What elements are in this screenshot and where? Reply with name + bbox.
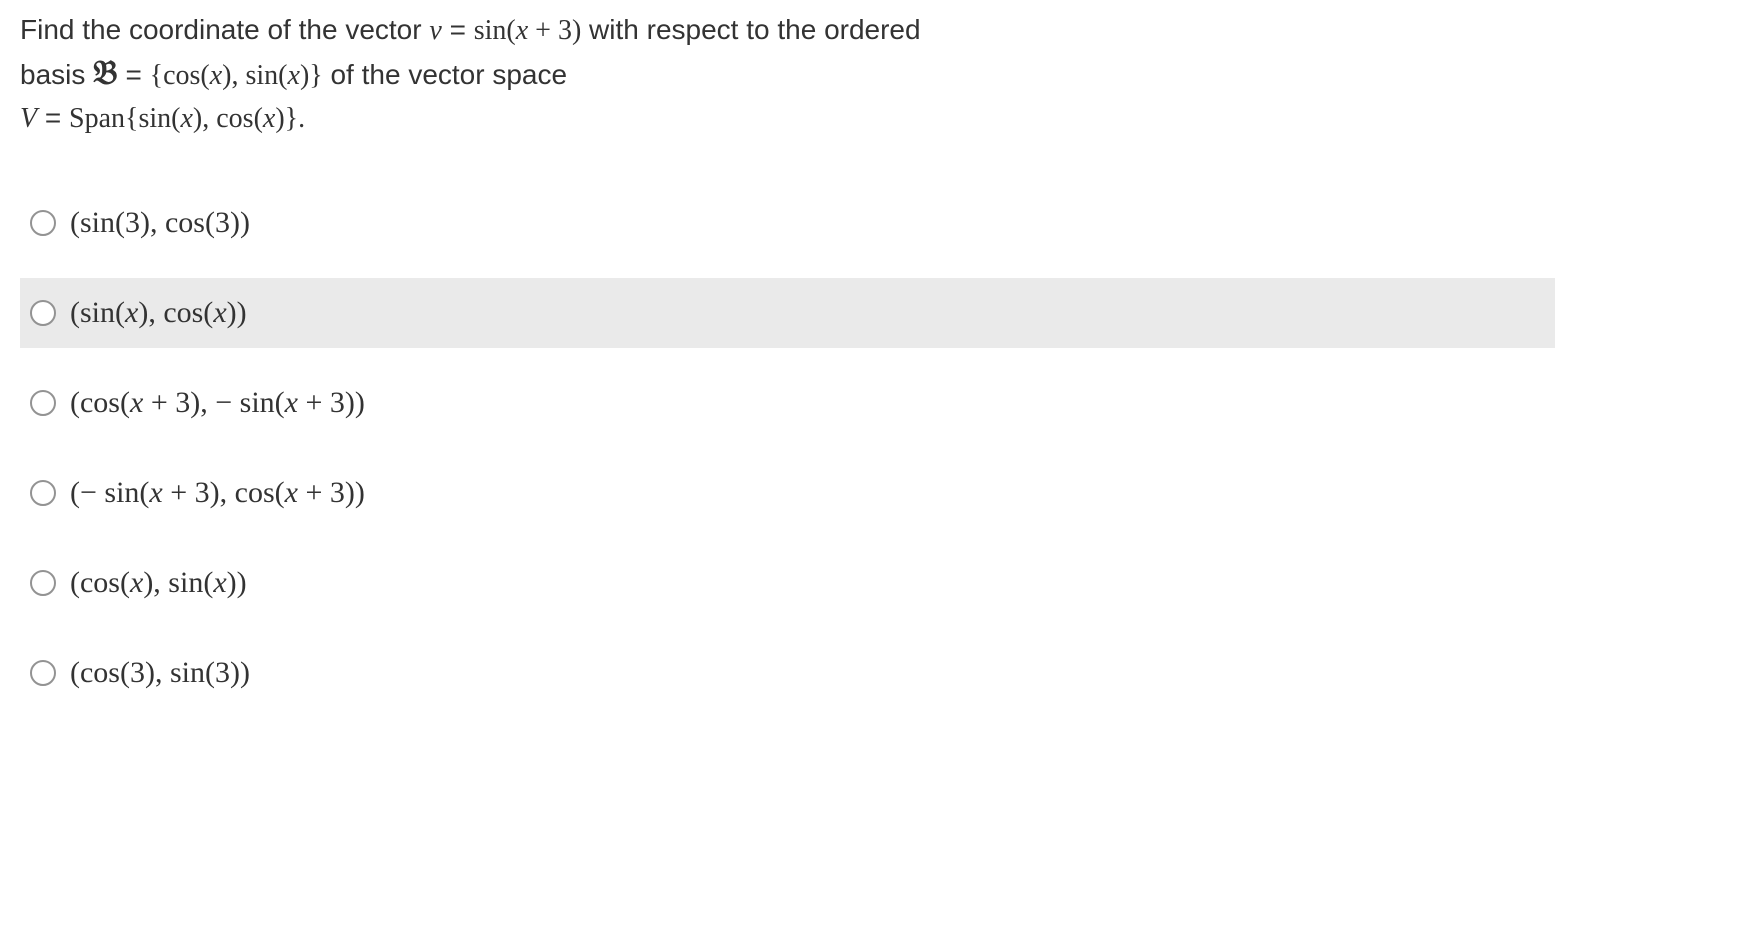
radio-icon[interactable]: [30, 660, 56, 686]
equals1: =: [442, 14, 474, 45]
options-list: (sin(3), cos(3)) (sin(x), cos(x)) (cos(x…: [20, 188, 1555, 728]
option-label: (cos(x), sin(x)): [70, 566, 247, 600]
question-text: Find the coordinate of the vector v = si…: [20, 10, 1726, 138]
option-label: (cos(x + 3), − sin(x + 3)): [70, 386, 365, 420]
option-label: (cos(3), sin(3)): [70, 656, 250, 690]
question-part1: Find the coordinate of the vector: [20, 14, 429, 45]
radio-icon[interactable]: [30, 390, 56, 416]
option-3[interactable]: (cos(x + 3), − sin(x + 3)): [20, 368, 1555, 438]
radio-icon[interactable]: [30, 570, 56, 596]
radio-icon[interactable]: [30, 210, 56, 236]
basis-set: {cos(x), sin(x)}: [150, 60, 323, 91]
vspace-v: V: [20, 103, 37, 134]
basis-symbol: 𝔅: [93, 55, 118, 92]
question-part4: of the vector space: [323, 59, 567, 90]
radio-icon[interactable]: [30, 300, 56, 326]
option-2[interactable]: (sin(x), cos(x)): [20, 278, 1555, 348]
option-5[interactable]: (cos(x), sin(x)): [20, 548, 1555, 618]
span-expr: Span{sin(x), cos(x)}.: [69, 103, 305, 134]
option-1[interactable]: (sin(3), cos(3)): [20, 188, 1555, 258]
equals2: =: [118, 59, 150, 90]
option-label: (sin(x), cos(x)): [70, 296, 247, 330]
question-part2: with respect to the ordered: [581, 14, 920, 45]
equals3: =: [37, 102, 69, 133]
option-label: (sin(3), cos(3)): [70, 206, 250, 240]
radio-icon[interactable]: [30, 480, 56, 506]
vector-v: v: [429, 15, 441, 46]
option-6[interactable]: (cos(3), sin(3)): [20, 638, 1555, 708]
question-part3: basis: [20, 59, 93, 90]
option-4[interactable]: (− sin(x + 3), cos(x + 3)): [20, 458, 1555, 528]
sin-expr: sin(x + 3): [474, 15, 582, 46]
option-label: (− sin(x + 3), cos(x + 3)): [70, 476, 365, 510]
